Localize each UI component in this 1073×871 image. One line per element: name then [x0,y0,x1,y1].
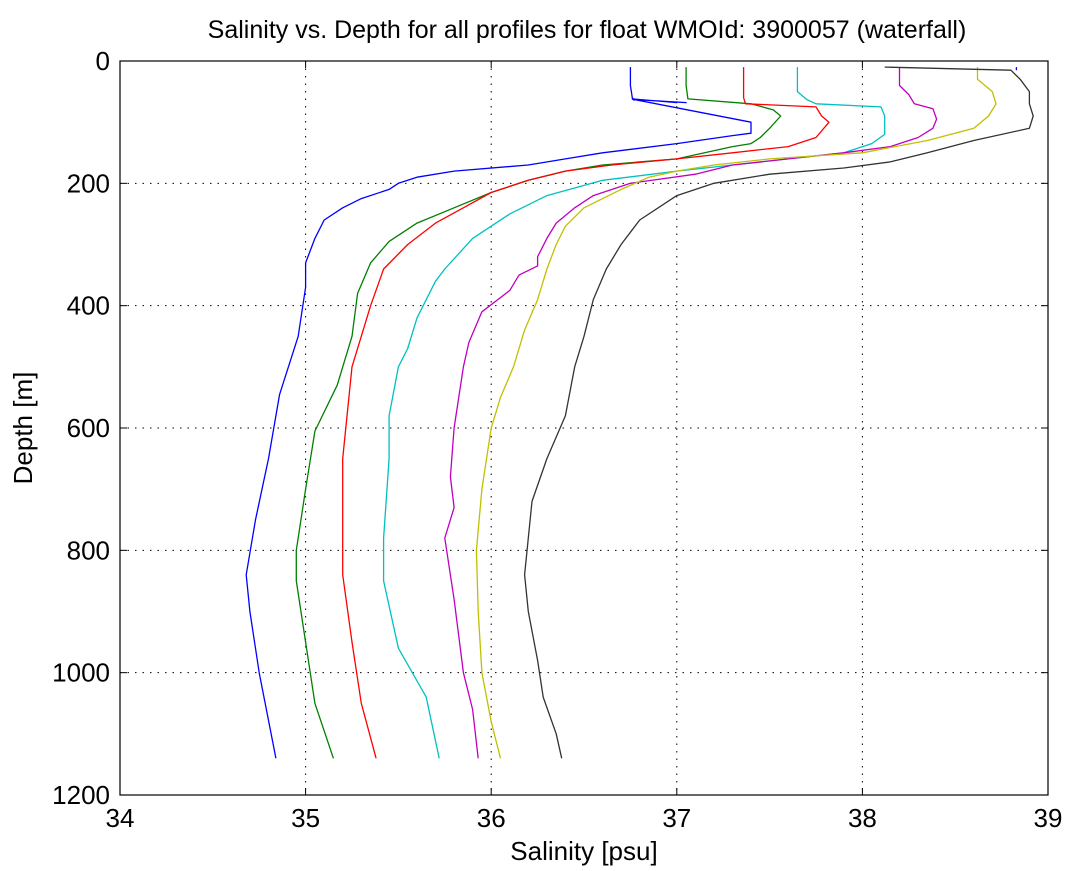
axis-ticks: 34 35 36 37 38 39 0 200 400 600 800 1000 1200 [52,46,1062,833]
profile-line-1 [245,67,752,759]
y-tick-label: 200 [67,168,110,198]
y-tick-label: 1200 [52,780,110,810]
profile-line-4 [382,67,886,759]
chart-title: Salinity vs. Depth for all profiles for … [208,16,967,44]
x-tick-label: 39 [1034,803,1063,833]
profile-line-3 [342,67,830,759]
grid-lines [120,61,1048,795]
x-tick-label: 38 [848,803,877,833]
series-layer [245,66,1034,759]
y-tick-label: 400 [67,291,110,321]
y-tick-label: 1000 [52,658,110,688]
y-tick-label: 600 [67,413,110,443]
y-tick-label: 0 [96,46,110,76]
x-axis-label: Salinity [psu] [510,836,657,866]
profile-line-5 [444,67,938,759]
x-tick-label: 36 [477,803,506,833]
y-axis-label: Depth [m] [8,372,38,485]
x-tick-label: 34 [106,803,135,833]
profile-line-6 [475,67,997,759]
profile-line-7 [523,66,1034,759]
x-tick-label: 35 [291,803,320,833]
y-tick-label: 800 [67,535,110,565]
x-tick-label: 37 [662,803,691,833]
